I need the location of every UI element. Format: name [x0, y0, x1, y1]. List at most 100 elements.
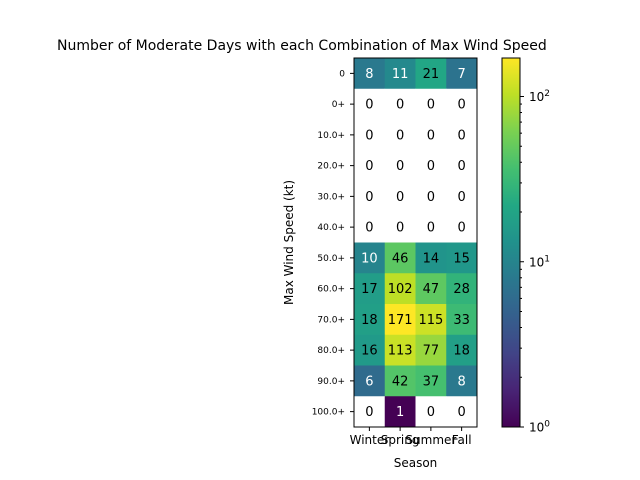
cell-value-label: 33	[453, 313, 470, 328]
cell-value-label: 0	[427, 128, 435, 143]
y-tick-label: 70.0+	[317, 315, 345, 325]
x-tick-label: Winter	[350, 433, 390, 447]
x-tick-label: Summer	[405, 433, 456, 447]
heatmap-cell	[384, 58, 416, 90]
cell-value-label: 0	[396, 128, 404, 143]
y-tick-label: 20.0+	[317, 162, 345, 172]
heatmap-cell	[354, 334, 386, 366]
heatmap-cell	[384, 181, 416, 213]
heatmap-cell	[354, 58, 386, 90]
cell-value-label: 0	[365, 128, 373, 143]
heatmap-cell	[446, 273, 478, 305]
y-tick-label: 50.0+	[317, 254, 345, 264]
heatmap-cell	[446, 88, 478, 120]
cell-value-label: 16	[361, 344, 378, 359]
heatmap-cell	[384, 365, 416, 397]
heatmap-cell	[415, 88, 447, 120]
colorbar-tick-label: 101	[529, 254, 550, 269]
heatmap-cell	[415, 181, 447, 213]
cell-value-label: 0	[457, 98, 465, 113]
y-tick-label: 80.0+	[317, 346, 345, 356]
heatmap-cell	[446, 181, 478, 213]
cell-value-label: 171	[388, 313, 413, 328]
heatmap-cell	[384, 119, 416, 151]
cell-value-label: 0	[457, 128, 465, 143]
y-tick-label: 0+	[332, 100, 345, 110]
heatmap-cell	[354, 211, 386, 243]
cell-value-label: 11	[392, 67, 409, 82]
heatmap-cell	[354, 150, 386, 182]
colorbar-tick-label: 100	[529, 420, 550, 435]
heatmap-cell	[415, 304, 447, 336]
heatmap-cell	[446, 396, 478, 428]
cell-value-label: 0	[365, 221, 373, 236]
heatmap-cell	[354, 273, 386, 305]
cell-value-label: 0	[365, 98, 373, 113]
cell-value-label: 0	[457, 405, 465, 420]
heatmap-cell	[354, 365, 386, 397]
cell-value-label: 0	[427, 159, 435, 174]
heatmap-cells	[354, 58, 478, 428]
cell-value-label: 28	[453, 282, 470, 297]
cell-value-label: 115	[418, 313, 443, 328]
cell-value-label: 0	[396, 221, 404, 236]
cell-value-label: 0	[365, 190, 373, 205]
y-tick-label: 40.0+	[317, 223, 345, 233]
cell-value-label: 18	[453, 344, 470, 359]
heatmap-cell	[354, 119, 386, 151]
cell-value-label: 1	[396, 405, 404, 420]
y-tick-label: 90.0+	[317, 377, 345, 387]
cell-value-label: 113	[388, 344, 413, 359]
heatmap-cell	[384, 242, 416, 274]
heatmap-cell	[384, 334, 416, 366]
heatmap-cell	[415, 58, 447, 90]
heatmap-cell	[354, 242, 386, 274]
x-tick-label: Fall	[452, 433, 472, 447]
y-tick-label: 60.0+	[317, 285, 345, 295]
cell-value-label: 14	[423, 251, 440, 266]
cell-value-label: 77	[423, 344, 440, 359]
y-tick-label: 100.0+	[312, 408, 345, 418]
cell-value-label: 0	[365, 159, 373, 174]
colorbar-tick-label: 102	[529, 89, 550, 104]
cell-value-label: 0	[457, 221, 465, 236]
cell-value-label: 17	[361, 282, 378, 297]
y-tick-label: 0	[339, 69, 345, 79]
cell-value-label: 0	[365, 405, 373, 420]
chart-title: Number of Moderate Days with each Combin…	[57, 38, 547, 54]
x-axis-label: Season	[394, 456, 438, 470]
heatmap-cell	[446, 58, 478, 90]
colorbar-ticks: 100 101 102	[520, 89, 550, 435]
cell-value-label: 42	[392, 374, 409, 389]
heatmap-cell	[354, 304, 386, 336]
heatmap-cell	[415, 396, 447, 428]
cell-value-label: 0	[427, 98, 435, 113]
cell-value-label: 0	[427, 405, 435, 420]
heatmap-cell	[415, 150, 447, 182]
heatmap-cell	[384, 88, 416, 120]
cell-value-label: 0	[457, 190, 465, 205]
cell-value-label: 8	[457, 374, 465, 389]
heatmap-cell	[384, 396, 416, 428]
heatmap-cell	[446, 211, 478, 243]
y-axis: 0 0+ 10.0+ 20.0+ 30.0+ 40.0+ 50.0+ 60.0+ 70.0+ 80…	[312, 69, 354, 418]
heatmap-cell	[446, 150, 478, 182]
heatmap-cell	[415, 119, 447, 151]
cell-value-label: 0	[427, 221, 435, 236]
heatmap-cell	[415, 211, 447, 243]
cell-value-label: 6	[365, 374, 373, 389]
heatmap-cell	[384, 304, 416, 336]
cell-value-label: 0	[427, 190, 435, 205]
cell-value-label: 0	[457, 159, 465, 174]
cell-value-label: 0	[396, 190, 404, 205]
y-axis-label: Max Wind Speed (kt)	[282, 180, 296, 305]
heatmap-cell	[446, 304, 478, 336]
cell-value-label: 102	[388, 282, 413, 297]
heatmap-cell	[384, 211, 416, 243]
cell-value-label: 47	[423, 282, 440, 297]
heatmap-cell	[384, 150, 416, 182]
cell-value-label: 10	[361, 251, 378, 266]
x-tick-label: Spring	[381, 433, 420, 447]
